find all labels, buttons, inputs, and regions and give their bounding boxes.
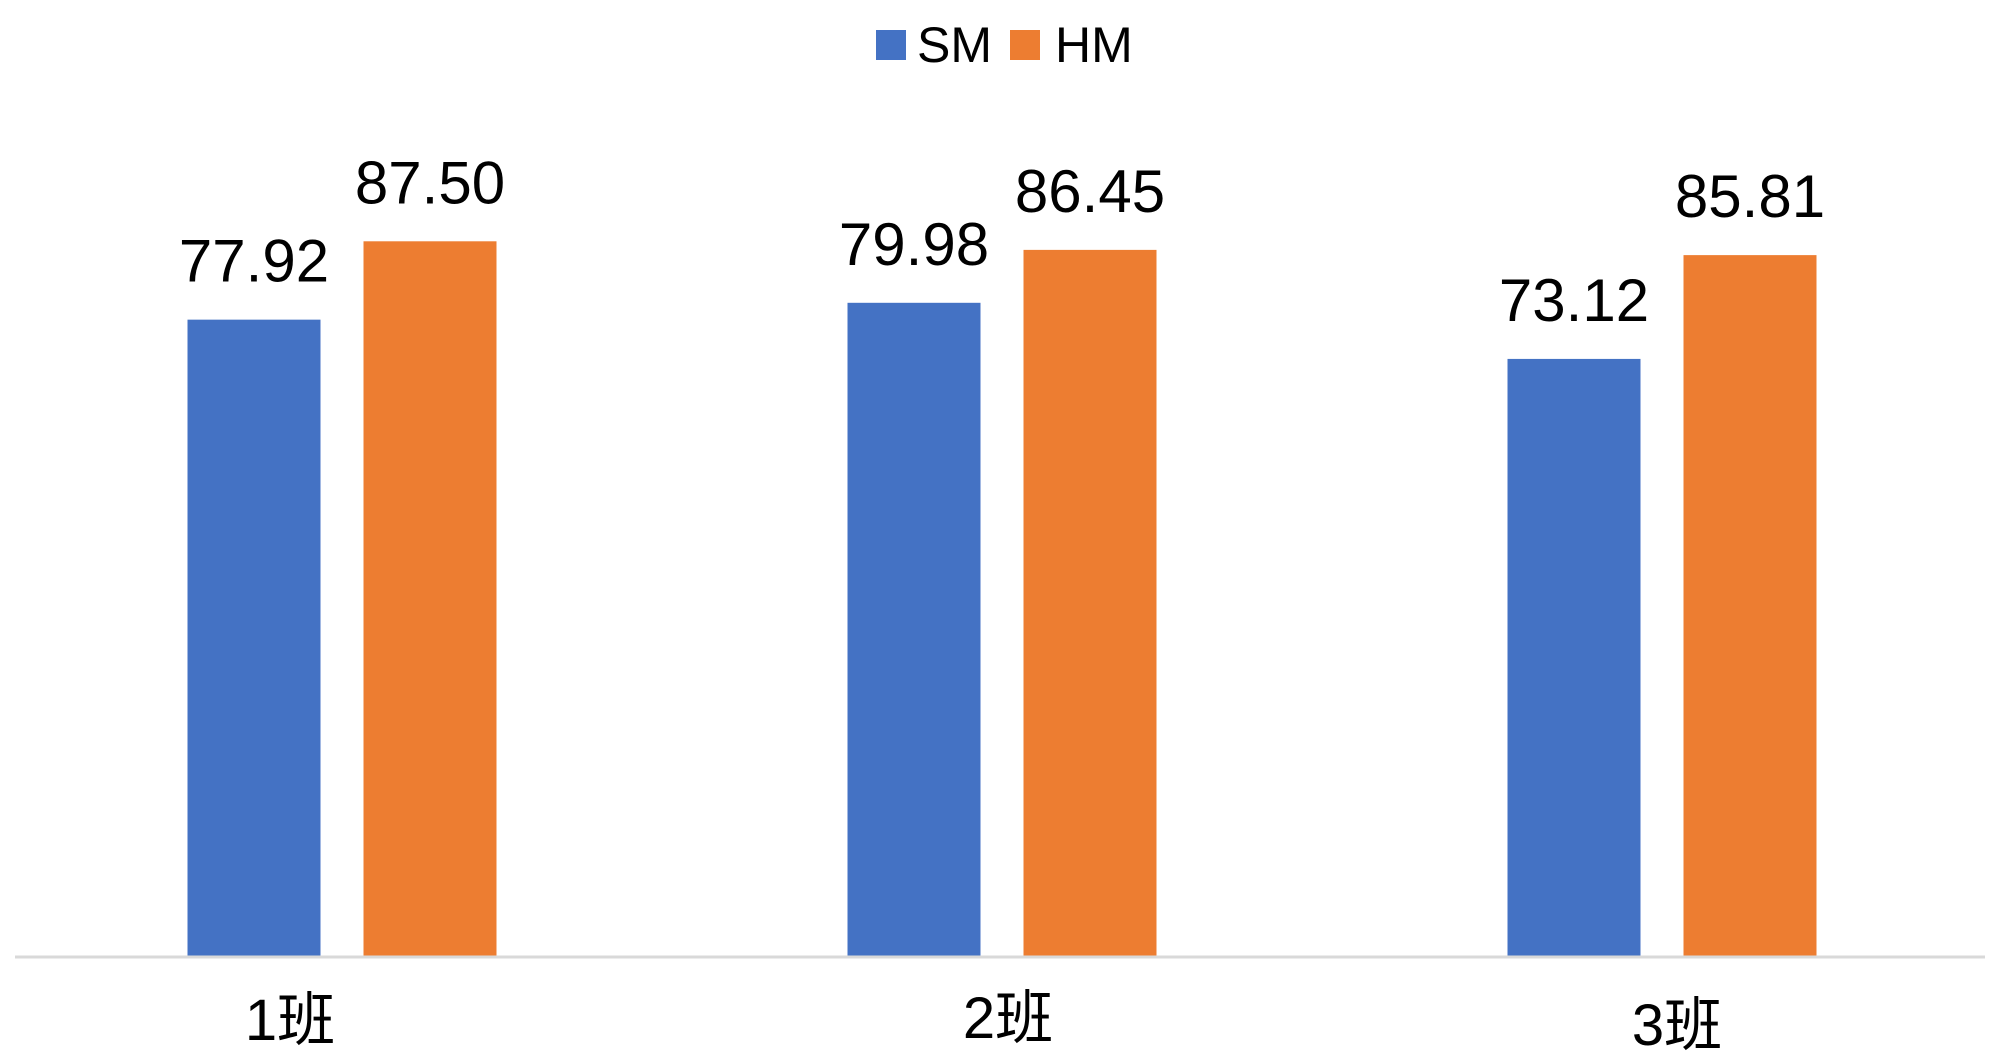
value-label-sm-1: 77.92: [179, 228, 329, 295]
legend-swatch-hm: [1010, 30, 1040, 60]
legend-label-hm: HM: [1055, 17, 1133, 73]
value-label-hm-1: 87.50: [355, 149, 505, 216]
legend-swatch-sm: [876, 30, 906, 60]
value-label-hm-3: 85.81: [1675, 163, 1825, 230]
bar-sm-3: [1507, 358, 1641, 957]
value-label-sm-3: 73.12: [1499, 267, 1649, 334]
value-label-sm-2: 79.98: [839, 211, 989, 278]
x-tick-label-2: 2班: [963, 986, 1053, 1051]
x-tick-label-3: 3班: [1632, 993, 1722, 1054]
bar-sm-2: [847, 302, 981, 957]
bar-sm-1: [187, 319, 321, 957]
x-tick-label-group: 1班 2班 3班: [245, 986, 1722, 1054]
value-label-group: 77.92 79.98 73.12 87.50 86.45 85.81: [179, 149, 1825, 334]
legend-label-sm: SM: [917, 17, 992, 73]
bar-hm-1: [363, 241, 497, 958]
bar-hm-3: [1683, 255, 1817, 957]
bar-group: [187, 241, 1817, 958]
value-label-hm-2: 86.45: [1015, 158, 1165, 225]
bar-hm-2: [1023, 249, 1157, 958]
x-tick-label-1: 1班: [245, 988, 335, 1053]
chart-legend: SM HM: [876, 17, 1133, 73]
